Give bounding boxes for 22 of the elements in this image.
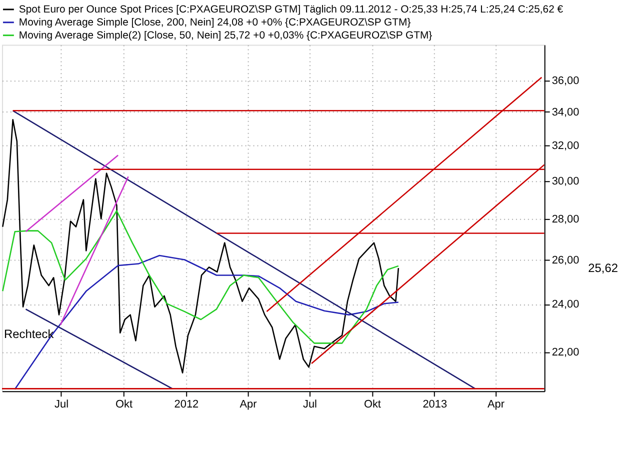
legend-label: Moving Average Simple [Close, 200, Nein] 24,08 +0 +0% {C:PXAGEUROZ\SP GTM} xyxy=(18,17,412,28)
y-tick-label: 34,00 xyxy=(552,106,580,118)
y-tick-label: 28,00 xyxy=(552,214,580,226)
text: 25,62 xyxy=(588,261,618,276)
legend-label: Moving Average Simple(2) [Close, 50, Nein] 25,72 +0 +0,03% {C:PXAGEUROZ\SP GTM} xyxy=(18,30,433,42)
y-tick-label: 26,00 xyxy=(552,254,580,266)
y-tick-label: 32,00 xyxy=(552,140,580,152)
x-tick-label: 2012 xyxy=(174,398,199,411)
x-tick-label: Apr xyxy=(240,398,258,411)
y-tick-label: 30,00 xyxy=(552,175,580,188)
x-tick-label: Jul xyxy=(54,398,69,411)
x-tick-label: 2013 xyxy=(422,398,448,411)
x-tick-label: Okt xyxy=(364,398,381,411)
y-tick-label: 36,00 xyxy=(552,74,580,87)
x-tick-label: Okt xyxy=(115,398,133,411)
line-series xyxy=(2,118,400,374)
x-tick-label: Apr xyxy=(487,398,505,411)
y-tick-label: 22,00 xyxy=(552,346,580,359)
x-tick-label: Jul xyxy=(303,398,317,411)
y-tick-label: 24,00 xyxy=(552,298,580,311)
line-series xyxy=(2,210,400,344)
legend-label: Spot Euro per Ounce Spot Prices [C:PXAGEUROZ\SP GTM] Täglich 09.11.2012 - O:25,33 H:25,74 L:25,24 C:25,62 € xyxy=(18,4,564,16)
